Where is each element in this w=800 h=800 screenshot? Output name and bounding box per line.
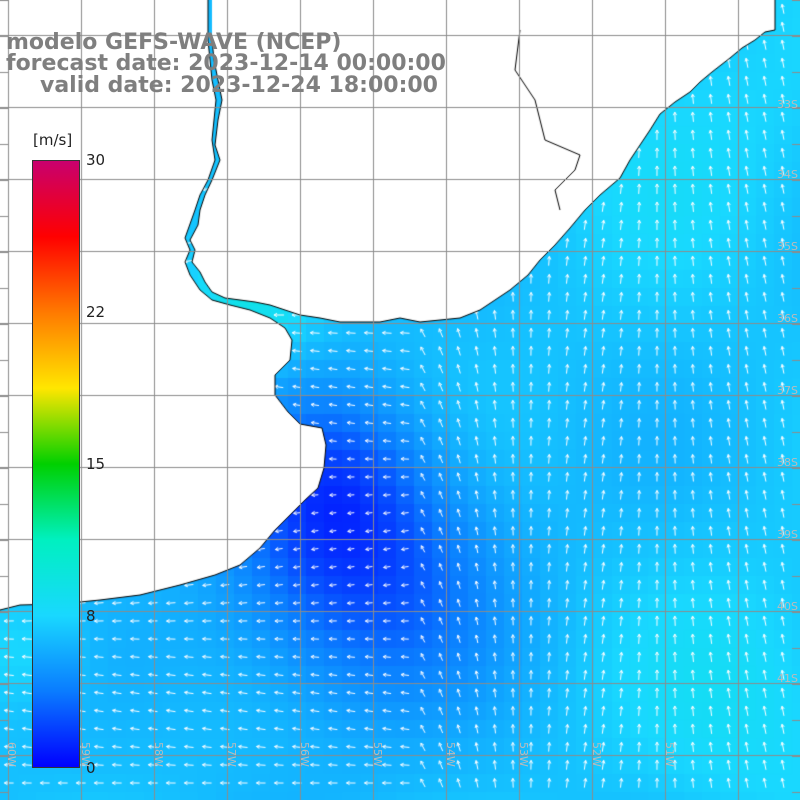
latitude-label: 35S [777,240,798,253]
latitude-label: 38S [777,456,798,469]
longitude-label: 58W [152,742,165,767]
colorbar-tick-label: 0 [86,759,96,777]
longitude-label: 54W [444,742,457,767]
longitude-label: 53W [517,742,530,767]
longitude-label: 52W [590,742,603,767]
latitude-label: 39S [777,528,798,541]
colorbar [32,160,80,768]
colorbar-tick-label: 22 [86,303,106,321]
latitude-label: 41S [777,672,798,685]
colorbar-tick-label: 8 [86,607,96,625]
colorbar-tick-label: 30 [86,151,106,169]
latitude-label: 40S [777,600,798,613]
latitude-label: 34S [777,168,798,181]
latitude-label: 36S [777,312,798,325]
map-title-forecast-date: forecast date: 2023-12-14 00:00:00 [6,51,446,76]
longitude-label: 59W [79,742,92,767]
longitude-label: 56W [298,742,311,767]
latitude-label: 37S [777,384,798,397]
longitude-label: 60W [5,742,18,767]
map-title-model: modelo GEFS-WAVE (NCEP) [6,30,342,55]
longitude-label: 51W [663,742,676,767]
longitude-label: 55W [371,742,384,767]
colorbar-tick-label: 15 [86,455,106,473]
map-title-valid-date: valid date: 2023-12-24 18:00:00 [40,73,438,98]
latitude-label: 33S [777,98,798,111]
longitude-label: 57W [225,742,238,767]
colorbar-unit-label: [m/s] [33,131,73,149]
